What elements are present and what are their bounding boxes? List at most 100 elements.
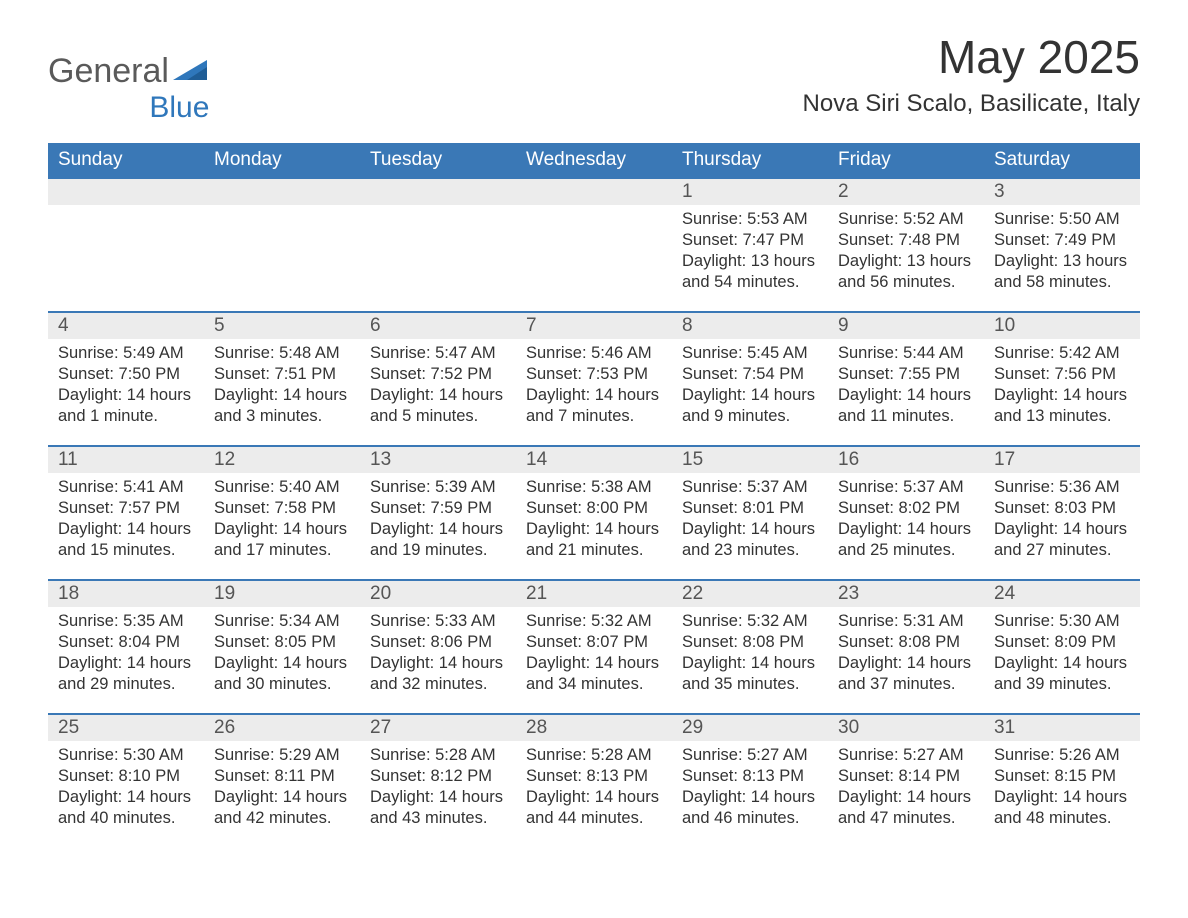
day-number: 17	[994, 447, 1130, 473]
sunrise-text: Sunrise: 5:33 AM	[370, 611, 506, 632]
day-number: 24	[994, 581, 1130, 607]
day-cell	[204, 205, 360, 297]
daynum-cell: 13	[360, 447, 516, 473]
day-cell: Sunrise: 5:26 AMSunset: 8:15 PMDaylight:…	[984, 741, 1140, 833]
sunrise-text: Sunrise: 5:27 AM	[682, 745, 818, 766]
sunrise-text: Sunrise: 5:35 AM	[58, 611, 194, 632]
sunset-text: Sunset: 8:05 PM	[214, 632, 350, 653]
daylight-text: Daylight: 14 hours and 23 minutes.	[682, 519, 818, 561]
day-cell: Sunrise: 5:34 AMSunset: 8:05 PMDaylight:…	[204, 607, 360, 699]
sunrise-text: Sunrise: 5:45 AM	[682, 343, 818, 364]
daynum-cell	[204, 179, 360, 205]
sunrise-text: Sunrise: 5:52 AM	[838, 209, 974, 230]
daylight-text: Daylight: 14 hours and 17 minutes.	[214, 519, 350, 561]
day-number: 7	[526, 313, 662, 339]
sunset-text: Sunset: 8:08 PM	[838, 632, 974, 653]
sunset-text: Sunset: 8:12 PM	[370, 766, 506, 787]
sunrise-text: Sunrise: 5:26 AM	[994, 745, 1130, 766]
sunset-text: Sunset: 7:53 PM	[526, 364, 662, 385]
weekday-header: Sunday	[48, 143, 204, 179]
sunrise-text: Sunrise: 5:29 AM	[214, 745, 350, 766]
daynum-cell	[360, 179, 516, 205]
daynum-cell: 7	[516, 313, 672, 339]
daynum-cell: 10	[984, 313, 1140, 339]
day-cell: Sunrise: 5:30 AMSunset: 8:09 PMDaylight:…	[984, 607, 1140, 699]
sunset-text: Sunset: 7:56 PM	[994, 364, 1130, 385]
day-cell: Sunrise: 5:39 AMSunset: 7:59 PMDaylight:…	[360, 473, 516, 565]
sunset-text: Sunset: 8:11 PM	[214, 766, 350, 787]
day-number: 18	[58, 581, 194, 607]
daylight-text: Daylight: 14 hours and 30 minutes.	[214, 653, 350, 695]
daylight-text: Daylight: 14 hours and 1 minute.	[58, 385, 194, 427]
daylight-text: Daylight: 14 hours and 43 minutes.	[370, 787, 506, 829]
daylight-text: Daylight: 14 hours and 9 minutes.	[682, 385, 818, 427]
brand-logo: General Blue	[48, 30, 211, 125]
day-cell: Sunrise: 5:28 AMSunset: 8:12 PMDaylight:…	[360, 741, 516, 833]
day-cell: Sunrise: 5:42 AMSunset: 7:56 PMDaylight:…	[984, 339, 1140, 431]
day-number: 31	[994, 715, 1130, 741]
day-number: 15	[682, 447, 818, 473]
day-number: 2	[838, 179, 974, 205]
daylight-text: Daylight: 14 hours and 40 minutes.	[58, 787, 194, 829]
daynum-cell	[48, 179, 204, 205]
sunset-text: Sunset: 8:08 PM	[682, 632, 818, 653]
day-number: 8	[682, 313, 818, 339]
day-cell: Sunrise: 5:32 AMSunset: 8:07 PMDaylight:…	[516, 607, 672, 699]
sunset-text: Sunset: 7:49 PM	[994, 230, 1130, 251]
sunset-text: Sunset: 8:14 PM	[838, 766, 974, 787]
daylight-text: Daylight: 14 hours and 21 minutes.	[526, 519, 662, 561]
day-cell: Sunrise: 5:31 AMSunset: 8:08 PMDaylight:…	[828, 607, 984, 699]
logo-text-wrap: General Blue	[48, 52, 211, 125]
day-cell: Sunrise: 5:27 AMSunset: 8:14 PMDaylight:…	[828, 741, 984, 833]
daynum-cell: 17	[984, 447, 1140, 473]
calendar-page: General Blue May 2025 Nova Siri Scalo, B…	[0, 0, 1188, 873]
daylight-text: Daylight: 14 hours and 19 minutes.	[370, 519, 506, 561]
daylight-text: Daylight: 14 hours and 37 minutes.	[838, 653, 974, 695]
daynum-cell: 29	[672, 715, 828, 741]
day-cell: Sunrise: 5:38 AMSunset: 8:00 PMDaylight:…	[516, 473, 672, 565]
day-cell: Sunrise: 5:37 AMSunset: 8:01 PMDaylight:…	[672, 473, 828, 565]
day-cell: Sunrise: 5:37 AMSunset: 8:02 PMDaylight:…	[828, 473, 984, 565]
daylight-text: Daylight: 14 hours and 11 minutes.	[838, 385, 974, 427]
sunset-text: Sunset: 7:59 PM	[370, 498, 506, 519]
week-body-row: Sunrise: 5:35 AMSunset: 8:04 PMDaylight:…	[48, 607, 1140, 699]
sunrise-text: Sunrise: 5:48 AM	[214, 343, 350, 364]
sunset-text: Sunset: 8:00 PM	[526, 498, 662, 519]
daynum-cell: 2	[828, 179, 984, 205]
day-number	[58, 179, 194, 183]
day-cell: Sunrise: 5:52 AMSunset: 7:48 PMDaylight:…	[828, 205, 984, 297]
daynum-cell: 14	[516, 447, 672, 473]
location-subtitle: Nova Siri Scalo, Basilicate, Italy	[803, 90, 1140, 118]
sunset-text: Sunset: 8:03 PM	[994, 498, 1130, 519]
sunrise-text: Sunrise: 5:36 AM	[994, 477, 1130, 498]
day-cell: Sunrise: 5:32 AMSunset: 8:08 PMDaylight:…	[672, 607, 828, 699]
daynum-cell: 12	[204, 447, 360, 473]
day-number: 29	[682, 715, 818, 741]
week-body-row: Sunrise: 5:30 AMSunset: 8:10 PMDaylight:…	[48, 741, 1140, 833]
sunset-text: Sunset: 8:01 PM	[682, 498, 818, 519]
weeks-container: 123Sunrise: 5:53 AMSunset: 7:47 PMDaylig…	[48, 179, 1140, 833]
sunrise-text: Sunrise: 5:32 AM	[682, 611, 818, 632]
sunrise-text: Sunrise: 5:32 AM	[526, 611, 662, 632]
day-number	[214, 179, 350, 183]
week-body-row: Sunrise: 5:53 AMSunset: 7:47 PMDaylight:…	[48, 205, 1140, 297]
top-row: General Blue May 2025 Nova Siri Scalo, B…	[48, 30, 1140, 125]
sunrise-text: Sunrise: 5:38 AM	[526, 477, 662, 498]
daynum-strip: 18192021222324	[48, 581, 1140, 607]
day-number: 4	[58, 313, 194, 339]
daynum-cell: 16	[828, 447, 984, 473]
daynum-cell: 5	[204, 313, 360, 339]
daynum-cell: 20	[360, 581, 516, 607]
month-title: May 2025	[803, 30, 1140, 84]
day-cell: Sunrise: 5:30 AMSunset: 8:10 PMDaylight:…	[48, 741, 204, 833]
day-number: 27	[370, 715, 506, 741]
daynum-strip: 25262728293031	[48, 715, 1140, 741]
sunset-text: Sunset: 8:13 PM	[682, 766, 818, 787]
day-number: 13	[370, 447, 506, 473]
day-number: 1	[682, 179, 818, 205]
weekday-header: Saturday	[984, 143, 1140, 179]
daynum-cell: 25	[48, 715, 204, 741]
day-cell: Sunrise: 5:40 AMSunset: 7:58 PMDaylight:…	[204, 473, 360, 565]
sunset-text: Sunset: 8:02 PM	[838, 498, 974, 519]
daylight-text: Daylight: 14 hours and 13 minutes.	[994, 385, 1130, 427]
